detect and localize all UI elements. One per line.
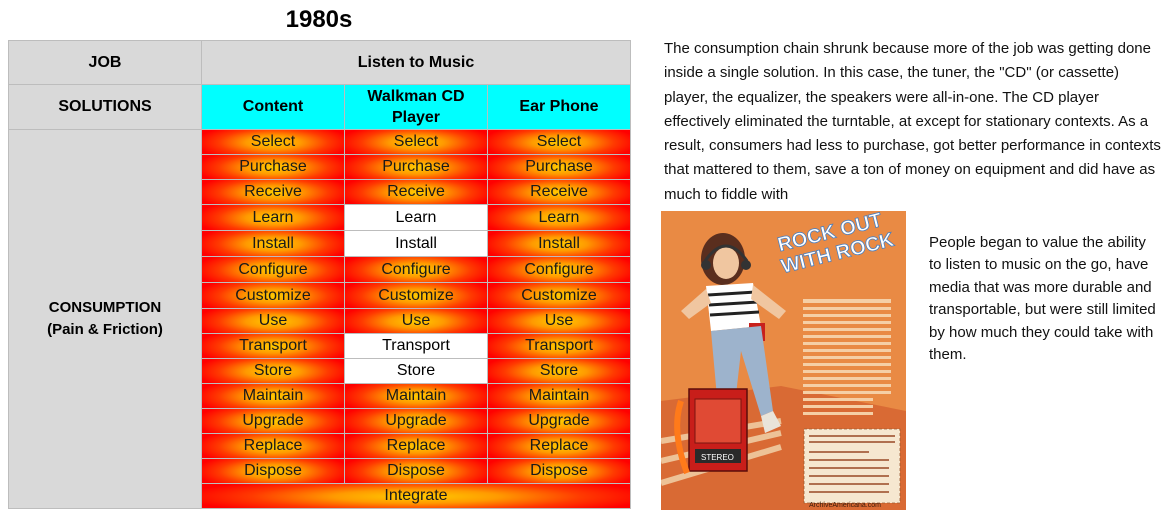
table-row: Integrate <box>9 483 631 509</box>
table-row: Configure Configure Configure <box>9 256 631 283</box>
table-row: Store Store Store <box>9 358 631 384</box>
step-cell: Purchase <box>201 154 345 180</box>
step-cell: Transport <box>344 333 488 359</box>
step-cell: Maintain <box>344 383 488 409</box>
table-row: Install Install Install <box>9 230 631 257</box>
step-cell: Use <box>487 308 631 334</box>
step-cell: Customize <box>487 282 631 309</box>
step-cell: Use <box>201 308 345 334</box>
table-row: Upgrade Upgrade Upgrade <box>9 408 631 434</box>
explanation-paragraph: The consumption chain shrunk because mor… <box>664 40 1161 203</box>
step-cell: Receive <box>344 179 488 205</box>
step-cell: Configure <box>487 256 631 283</box>
step-cell: Customize <box>201 282 345 309</box>
step-cell: Select <box>487 129 631 155</box>
step-cell: Dispose <box>344 458 488 484</box>
step-cell: Install <box>487 230 631 257</box>
solutions-label: SOLUTIONS <box>8 84 202 130</box>
integrate-cell: Integrate <box>201 483 631 509</box>
step-cell: Purchase <box>344 154 488 180</box>
step-cell: Replace <box>344 433 488 459</box>
ad-credit: ArchiveAmericana.com <box>809 502 881 509</box>
step-cell: Maintain <box>487 383 631 409</box>
step-cell: Store <box>344 358 488 384</box>
step-cell: Configure <box>344 256 488 283</box>
job-label: JOB <box>8 40 202 85</box>
step-cell: Learn <box>487 204 631 231</box>
column-header-content: Content <box>201 84 345 130</box>
insight-paragraph: People began to value the ability to lis… <box>929 234 1156 364</box>
table-row: Transport Transport Transport <box>9 333 631 359</box>
consumption-subtitle: (Pain & Friction) <box>47 321 163 338</box>
step-cell: Transport <box>201 333 345 359</box>
step-cell: Configure <box>201 256 345 283</box>
step-cell: Dispose <box>201 458 345 484</box>
consumption-label: CONSUMPTION (Pain & Friction) <box>8 129 202 509</box>
step-cell: Select <box>201 129 345 155</box>
table-row: Learn Learn Learn <box>9 204 631 231</box>
step-cell: Install <box>201 230 345 257</box>
step-cell: Store <box>487 358 631 384</box>
walkman-advertisement-image: ROCK OUT WITH ROCK <box>661 211 906 510</box>
table-row: Receive Receive Receive <box>9 179 631 205</box>
step-cell: Upgrade <box>487 408 631 434</box>
table-row: Replace Replace Replace <box>9 433 631 459</box>
step-cell: Receive <box>487 179 631 205</box>
step-cell: Upgrade <box>344 408 488 434</box>
step-cell: Replace <box>201 433 345 459</box>
table-row: Purchase Purchase Purchase <box>9 154 631 180</box>
step-cell: Use <box>344 308 488 334</box>
step-cell: Replace <box>487 433 631 459</box>
step-cell: Receive <box>201 179 345 205</box>
step-cell: Select <box>344 129 488 155</box>
table-row: Use Use Use <box>9 308 631 334</box>
step-cell: Transport <box>487 333 631 359</box>
column-header-ear-phone: Ear Phone <box>487 84 631 130</box>
ad-device-label: STEREO <box>701 453 734 462</box>
step-cell: Maintain <box>201 383 345 409</box>
consumption-title: CONSUMPTION <box>48 299 162 316</box>
table-row: CONSUMPTION (Pain & Friction) Select Select… <box>8 129 631 509</box>
step-cell: Upgrade <box>201 408 345 434</box>
page-title: 1980s <box>285 6 353 33</box>
step-cell: Install <box>344 230 488 257</box>
table-row: Maintain Maintain Maintain <box>9 383 631 409</box>
column-header-walkman: Walkman CD Player <box>344 84 488 130</box>
step-cell: Learn <box>344 204 488 231</box>
job-value: Listen to Music <box>201 40 631 85</box>
step-cell: Purchase <box>487 154 631 180</box>
step-cell: Customize <box>344 282 488 309</box>
consumption-chain-table: JOB Listen to Music SOLUTIONS Content Wa… <box>8 40 631 509</box>
step-cell: Dispose <box>487 458 631 484</box>
step-cell: Learn <box>201 204 345 231</box>
step-cell: Store <box>201 358 345 384</box>
